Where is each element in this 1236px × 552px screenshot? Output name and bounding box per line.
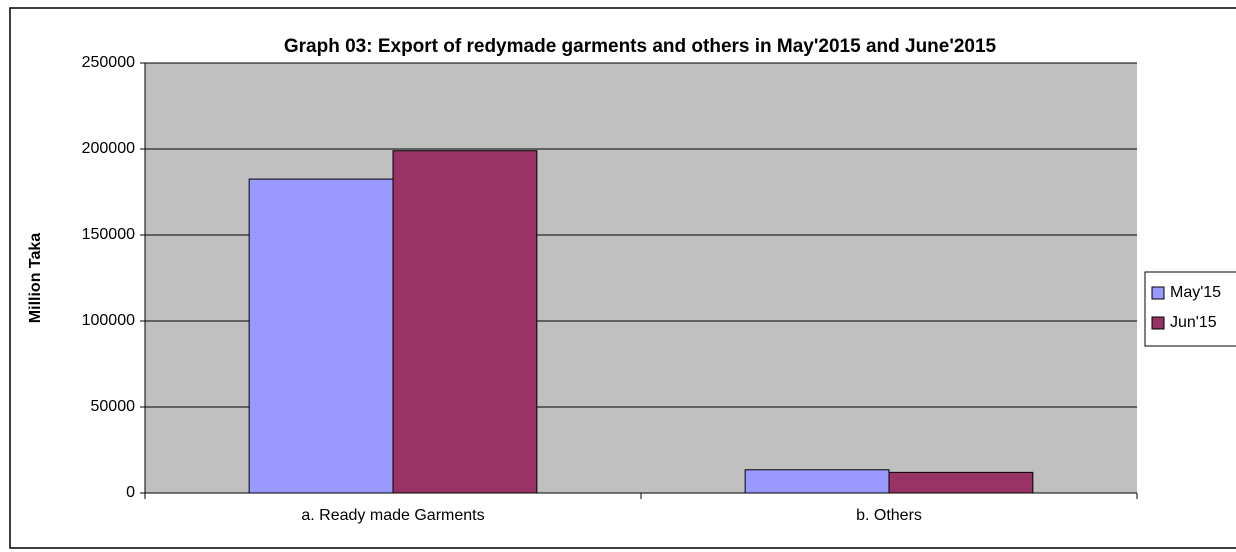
bar (248, 178, 394, 494)
legend-label: Jun'15 (1170, 314, 1217, 331)
y-tick-label: 150000 (82, 226, 135, 243)
legend-swatch (1151, 286, 1165, 300)
x-tick-label: b. Others (856, 507, 922, 524)
y-tick-label: 200000 (82, 140, 135, 157)
bar (888, 471, 1034, 494)
y-tick-label: 250000 (82, 54, 135, 71)
x-tick-label: a. Ready made Garments (301, 507, 484, 524)
bar (392, 150, 538, 494)
chart-title: Graph 03: Export of redymade garments an… (283, 36, 997, 57)
y-tick-label: 0 (126, 484, 135, 501)
legend-swatch (1151, 316, 1165, 330)
legend-label: May'15 (1170, 284, 1221, 301)
y-axis-label: Million Taka (27, 233, 44, 323)
bar (744, 469, 890, 494)
y-tick-label: 100000 (82, 312, 135, 329)
y-tick-label: 50000 (91, 398, 136, 415)
legend-box (1144, 271, 1236, 347)
